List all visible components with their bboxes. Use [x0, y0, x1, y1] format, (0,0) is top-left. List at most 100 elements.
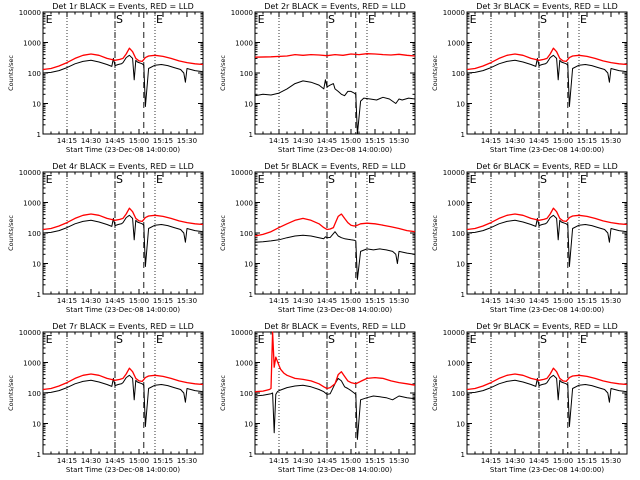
y-tick-label: 10: [456, 261, 465, 269]
lld-series-line: [254, 213, 416, 237]
x-tick-label: 14:15: [269, 137, 289, 145]
x-tick-label: 15:15: [365, 297, 385, 305]
y-tick-label: 1: [249, 131, 253, 139]
x-tick-label: 14:15: [481, 457, 501, 465]
x-tick-label: 15:00: [341, 137, 361, 145]
y-axis-label: Counts/sec: [431, 55, 439, 91]
interval-marker-label: S: [116, 333, 123, 346]
x-tick-label: 14:45: [317, 457, 337, 465]
x-tick-label: 15:00: [553, 457, 573, 465]
x-tick-label: 14:15: [57, 457, 77, 465]
interval-marker-label: S: [540, 333, 547, 346]
x-tick-label: 15:15: [153, 137, 173, 145]
interval-marker-label: E: [368, 333, 375, 346]
x-tick-label: 15:00: [129, 457, 149, 465]
x-tick-label: 14:30: [293, 297, 313, 305]
y-tick-label: 1: [37, 451, 41, 459]
x-tick-label: 15:30: [177, 137, 197, 145]
panel-title: Det 9r BLACK = Events, RED = LLD: [476, 322, 618, 331]
x-tick-label: 15:30: [601, 137, 621, 145]
interval-marker-label: E: [156, 13, 163, 26]
y-tick-label: 100: [240, 70, 253, 78]
panel-title: Det 3r BLACK = Events, RED = LLD: [476, 2, 618, 11]
x-tick-label: 14:15: [269, 297, 289, 305]
x-tick-label: 14:45: [529, 297, 549, 305]
y-tick-label: 1: [249, 291, 253, 299]
x-tick-label: 15:00: [341, 297, 361, 305]
x-tick-label: 14:45: [105, 297, 125, 305]
x-tick-label: 14:30: [81, 297, 101, 305]
y-tick-label: 100: [240, 230, 253, 238]
panel-title: Det 6r BLACK = Events, RED = LLD: [476, 162, 618, 171]
y-tick-label: 10: [32, 421, 41, 429]
x-tick-label: 14:30: [505, 137, 525, 145]
x-tick-label: 14:45: [105, 457, 125, 465]
interval-marker-label: S: [328, 13, 335, 26]
y-tick-label: 1000: [235, 360, 253, 368]
x-tick-label: 14:45: [529, 457, 549, 465]
x-tick-label: 14:30: [293, 457, 313, 465]
interval-marker-label: E: [368, 13, 375, 26]
y-tick-label: 10: [244, 261, 253, 269]
y-tick-label: 10000: [231, 169, 253, 177]
detector-panel-9: Det 9r BLACK = Events, RED = LLD 1 10 100 10…: [431, 322, 628, 474]
lld-series-line: [42, 367, 204, 391]
y-tick-label: 100: [28, 390, 41, 398]
x-axis-label: Start Time (23-Dec-08 14:00:00): [278, 466, 392, 474]
y-tick-label: 1000: [447, 40, 465, 48]
interval-marker-label: S: [116, 13, 123, 26]
x-tick-label: 15:15: [365, 457, 385, 465]
interval-marker-label: E: [470, 173, 477, 186]
x-tick-label: 14:30: [505, 457, 525, 465]
events-series-line: [254, 231, 416, 280]
interval-marker-label: E: [580, 333, 587, 346]
events-series-line: [42, 54, 204, 107]
x-tick-label: 15:00: [129, 137, 149, 145]
interval-marker-label: E: [46, 173, 53, 186]
interval-marker-label: E: [156, 333, 163, 346]
y-tick-label: 100: [452, 70, 465, 78]
x-axis-label: Start Time (23-Dec-08 14:00:00): [66, 146, 180, 154]
events-series-line: [254, 377, 416, 440]
x-tick-label: 14:30: [505, 297, 525, 305]
lld-series-line: [42, 47, 204, 71]
events-series-line: [466, 54, 628, 107]
x-tick-label: 14:15: [269, 457, 289, 465]
x-tick-label: 15:30: [389, 297, 409, 305]
interval-marker-label: S: [540, 173, 547, 186]
y-axis-label: Counts/sec: [431, 375, 439, 411]
x-tick-label: 15:15: [365, 137, 385, 145]
x-tick-label: 14:45: [317, 297, 337, 305]
x-tick-label: 14:30: [293, 137, 313, 145]
y-tick-label: 100: [28, 230, 41, 238]
x-tick-label: 15:15: [153, 457, 173, 465]
y-tick-label: 10000: [231, 9, 253, 17]
panel-title: Det 2r BLACK = Events, RED = LLD: [264, 2, 406, 11]
interval-marker-label: S: [328, 173, 335, 186]
y-tick-label: 10: [32, 101, 41, 109]
interval-marker-label: E: [580, 173, 587, 186]
x-tick-label: 14:15: [57, 137, 77, 145]
y-tick-label: 100: [240, 390, 253, 398]
y-tick-label: 1: [461, 131, 465, 139]
lld-series-line: [466, 207, 628, 231]
y-tick-label: 10000: [443, 9, 465, 17]
interval-marker-label: E: [258, 13, 265, 26]
y-axis-label: Counts/sec: [219, 55, 227, 91]
x-tick-label: 15:30: [601, 457, 621, 465]
y-tick-label: 1: [461, 291, 465, 299]
x-axis-label: Start Time (23-Dec-08 14:00:00): [490, 466, 604, 474]
y-tick-label: 10000: [19, 329, 41, 337]
y-tick-label: 10000: [19, 169, 41, 177]
panel-title: Det 7r BLACK = Events, RED = LLD: [52, 322, 194, 331]
y-tick-label: 1000: [235, 40, 253, 48]
events-series-line: [466, 374, 628, 427]
y-tick-label: 100: [452, 390, 465, 398]
x-tick-label: 14:45: [105, 137, 125, 145]
y-axis-label: Counts/sec: [7, 375, 15, 411]
x-tick-label: 15:00: [553, 297, 573, 305]
x-tick-label: 15:00: [341, 457, 361, 465]
y-tick-label: 1: [461, 451, 465, 459]
y-tick-label: 1000: [447, 200, 465, 208]
